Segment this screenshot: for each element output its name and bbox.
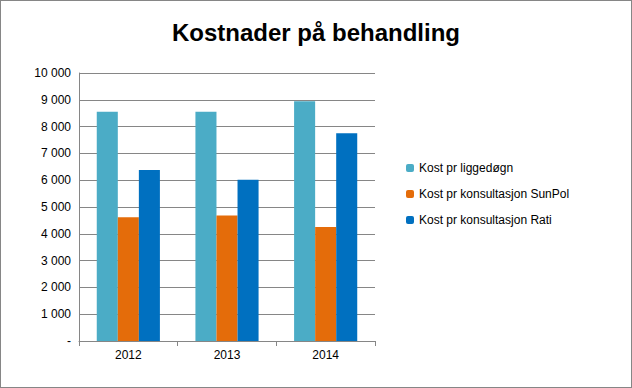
- svg-text:8 000: 8 000: [41, 120, 71, 134]
- svg-text:Kost pr liggedøgn: Kost pr liggedøgn: [419, 161, 513, 175]
- svg-text:9 000: 9 000: [41, 93, 71, 107]
- svg-text:7 000: 7 000: [41, 146, 71, 160]
- svg-text:2 000: 2 000: [41, 280, 71, 294]
- svg-text:6 000: 6 000: [41, 173, 71, 187]
- svg-text:Kost pr konsultasjon SunPol: Kost pr konsultasjon SunPol: [419, 187, 569, 201]
- svg-text:3 000: 3 000: [41, 254, 71, 268]
- svg-text:5 000: 5 000: [41, 200, 71, 214]
- svg-text:2012: 2012: [115, 348, 142, 362]
- svg-text:10 000: 10 000: [34, 66, 71, 80]
- svg-text:Kostnader på behandling: Kostnader på behandling: [172, 19, 460, 46]
- svg-text:Kost pr konsultasjon Rati: Kost pr konsultasjon Rati: [419, 213, 552, 227]
- svg-text:1 000: 1 000: [41, 307, 71, 321]
- svg-text:2013: 2013: [214, 348, 241, 362]
- svg-text:2014: 2014: [312, 348, 339, 362]
- svg-text:-: -: [67, 334, 71, 348]
- svg-text:4 000: 4 000: [41, 227, 71, 241]
